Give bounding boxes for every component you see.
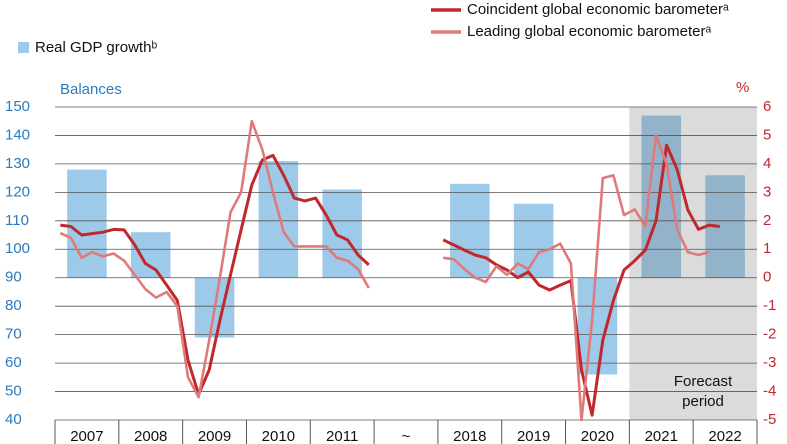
y2-tick-label: -4 [763,383,776,400]
bar [67,169,107,278]
y2-tick-label: 5 [763,126,771,143]
x-tick-label: 2019 [517,428,550,444]
y2-tick-label: 0 [763,269,771,286]
y2-tick-label: -1 [763,297,776,314]
y-tick-label: 130 [5,155,30,172]
y-tick-label: 150 [5,98,30,115]
x-tick-label: 2010 [262,428,295,444]
bar [130,232,171,278]
x-tick-label: 2021 [645,428,678,444]
x-tick-label: ~ [402,428,411,444]
y2-tick-label: -5 [763,411,776,428]
y2-tick-label: 4 [763,155,771,172]
x-tick-label: 2011 [326,428,358,444]
y-tick-label: 110 [5,212,29,229]
bar [577,277,618,375]
y-tick-label: 100 [5,240,30,257]
x-tick-label: 2022 [708,428,741,444]
y2-tick-label: 2 [763,212,771,229]
y-tick-label: 50 [5,383,22,400]
bar [322,189,362,278]
y2-tick-label: 6 [763,98,771,115]
legend-label: Coincident global economic barometerᵃ [467,1,729,18]
y2-tick-label: 3 [763,183,771,200]
line [59,119,710,422]
x-tick-label: 2018 [453,428,486,444]
y2-tick-label: -3 [763,354,776,371]
line [60,143,720,417]
x-tick-label: 2008 [134,428,167,444]
forecast-label: Forecast [674,373,733,390]
y-tick-label: 60 [5,354,22,371]
legend-label: Real GDP growthᵇ [35,39,157,56]
y-tick-label: 120 [5,183,30,200]
y2-tick-label: -2 [763,326,776,343]
x-tick-label: 2007 [70,428,103,444]
y-tick-label: 80 [5,297,22,314]
y2-axis-label: % [736,79,749,96]
legend-swatch [18,42,29,53]
x-tick-label: 2020 [581,428,614,444]
y-tick-label: 70 [5,326,22,343]
bar [450,183,490,278]
y-axis-label: Balances [60,81,122,98]
x-tick-label: 2009 [198,428,231,444]
bar [258,161,299,278]
y-tick-label: 90 [5,269,22,286]
y-tick-label: 40 [5,411,22,428]
y2-tick-label: 1 [763,240,771,257]
legend-label: Leading global economic barometerᵃ [467,23,711,40]
forecast-label: period [682,393,724,410]
bar [513,203,554,278]
y-tick-label: 140 [5,126,30,143]
forecast-shade [629,107,757,420]
